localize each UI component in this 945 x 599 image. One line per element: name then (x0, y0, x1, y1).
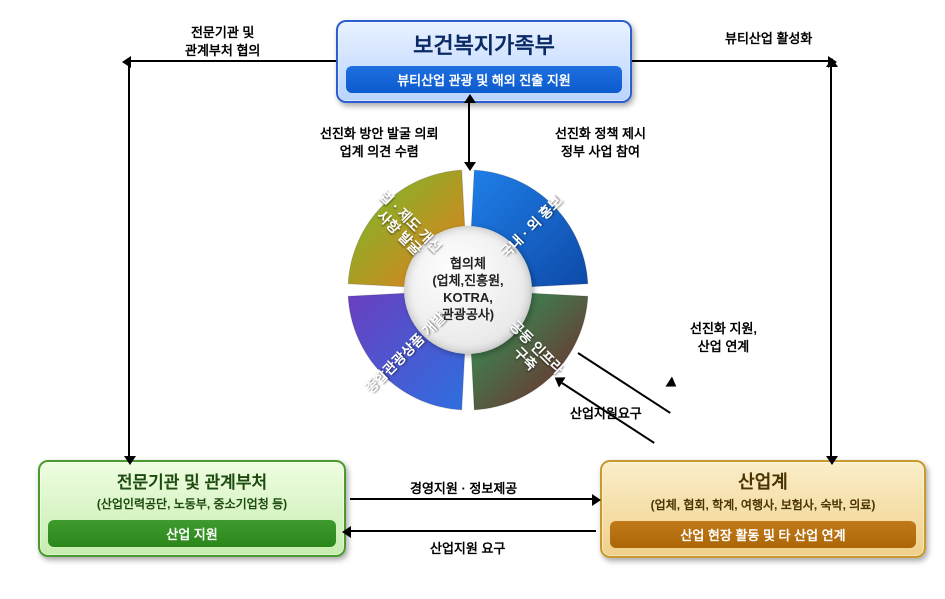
arrow-segment (468, 98, 470, 166)
arrow-head (342, 526, 351, 538)
edge-label-mid_right: 선진화 정책 제시정부 사업 참여 (555, 125, 646, 160)
edge-label-mid_left: 선진화 방안 발굴 의뢰업계 의견 수렴 (320, 125, 438, 160)
edge-label-ring_right_top: 선진화 지원,산업 연계 (690, 320, 757, 355)
box-ministry-title: 보건복지가족부 (338, 22, 630, 62)
arrow-head (464, 94, 476, 103)
edge-label-top_right: 뷰티산업 활성화 (725, 30, 812, 48)
box-agencies: 전문기관 및 관계부처 (산업인력공단, 노동부, 중소기업청 등) 산업 지원 (38, 460, 346, 557)
edge-label-ring_right_bot: 산업지원요구 (570, 405, 642, 423)
arrow-segment (632, 60, 832, 62)
arrow-head (592, 494, 601, 506)
box-ministry: 보건복지가족부 뷰티산업 관광 및 해외 진출 지원 (336, 20, 632, 103)
arrow-segment (128, 60, 130, 460)
arrow-head (464, 162, 476, 171)
council-center-text: 협의체(업체,진흥원,KOTRA,관광공사) (432, 256, 503, 324)
edge-label-top_left: 전문기관 및관계부처 협의 (185, 24, 260, 59)
box-industry-title: 산업계 (602, 462, 924, 496)
arrow-head (124, 456, 136, 465)
arrow-segment (130, 60, 336, 62)
box-industry-sub: (업체, 협회, 학계, 여행사, 보험사, 숙박, 의료) (602, 496, 924, 517)
box-agencies-bar: 산업 지원 (48, 520, 336, 547)
box-industry: 산업계 (업체, 협회, 학계, 여행사, 보험사, 숙박, 의료) 산업 현장… (600, 460, 926, 558)
arrow-head (826, 58, 838, 67)
box-agencies-sub: (산업인력공단, 노동부, 중소기업청 등) (40, 495, 344, 516)
arrow-segment (350, 530, 596, 532)
edge-label-bottom_mid_top: 경영지원 · 정보제공 (410, 480, 517, 498)
arrow-segment (350, 498, 596, 500)
box-ministry-bar: 뷰티산업 관광 및 해외 진출 지원 (346, 66, 622, 93)
box-industry-bar: 산업 현장 활동 및 타 산업 연계 (610, 521, 916, 548)
edge-label-bottom_mid_bot: 산업지원 요구 (430, 540, 505, 558)
arrow-head (826, 456, 838, 465)
arrow-segment (830, 60, 832, 460)
box-agencies-title: 전문기관 및 관계부처 (40, 462, 344, 495)
arrow-head (665, 377, 679, 392)
